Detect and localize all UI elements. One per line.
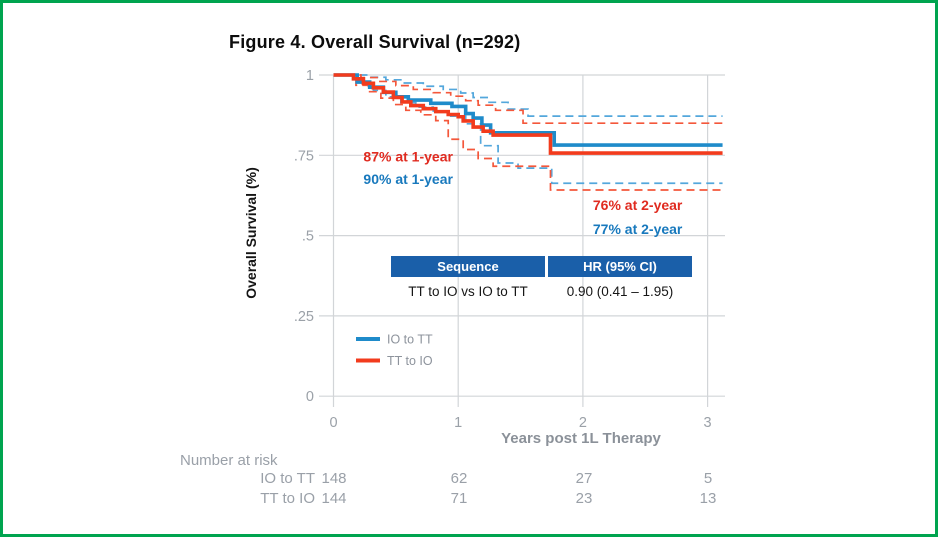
risk-count: 23 — [575, 490, 593, 507]
hr-table-header-row: Sequence HR (95% CI) — [391, 256, 692, 277]
risk-count: 71 — [450, 490, 468, 507]
km-curve-io-to-tt-95-ci-upper — [333, 74, 723, 117]
annotation: 90% at 1-year — [363, 171, 453, 187]
y-tick-label: 1 — [306, 68, 314, 84]
legend-label: TT to IO — [387, 354, 433, 368]
risk-count: 144 — [321, 490, 347, 507]
x-tick-label: 1 — [454, 415, 462, 431]
hr-table-body-row: TT to IO vs IO to TT 0.90 (0.41 – 1.95) — [391, 282, 692, 301]
risk-count: 27 — [575, 470, 593, 487]
hr-table-cell-hr: 0.90 (0.41 – 1.95) — [566, 284, 674, 299]
x-tick-label: 3 — [704, 415, 712, 431]
annotation: 76% at 2-year — [593, 197, 683, 213]
y-tick-label: .25 — [294, 309, 314, 325]
x-tick-label: 0 — [329, 415, 337, 431]
number-at-risk-title: Number at risk — [180, 452, 278, 469]
hr-table-cell-sequence: TT to IO vs IO to TT — [408, 284, 528, 299]
risk-count: 148 — [321, 470, 347, 487]
risk-row-label-io-to-tt: IO to TT — [260, 470, 315, 487]
risk-count: 13 — [699, 490, 717, 507]
figure-title: Figure 4. Overall Survival (n=292) — [229, 32, 521, 52]
risk-row-label-tt-to-io: TT to IO — [260, 490, 315, 507]
x-tick-label: 2 — [579, 415, 587, 431]
km-curve-tt-to-io-95-ci-lower — [333, 74, 723, 191]
legend-label: IO to TT — [387, 333, 433, 347]
km-curve-tt-to-io — [333, 73, 723, 155]
y-tick-label: .75 — [294, 148, 314, 164]
y-axis-title: Overall Survival (%) — [243, 167, 259, 299]
risk-count: 62 — [450, 470, 468, 487]
risk-count: 5 — [703, 470, 713, 487]
y-tick-label: .5 — [302, 229, 314, 245]
hr-table: Sequence HR (95% CI) TT to IO vs IO to T… — [391, 256, 692, 301]
hr-table-header-hr: HR (95% CI) — [548, 256, 692, 277]
y-tick-label: 0 — [306, 389, 314, 405]
km-survival-plot: 1 .75 .5 .25 00 1 2 3 Years post 1L Therapy Overa… — [243, 68, 725, 447]
annotation: 77% at 2-year — [593, 221, 683, 237]
hr-table-header-sequence: Sequence — [391, 256, 545, 277]
x-axis-title: Years post 1L Therapy — [501, 430, 661, 447]
annotation: 87% at 1-year — [363, 148, 453, 164]
